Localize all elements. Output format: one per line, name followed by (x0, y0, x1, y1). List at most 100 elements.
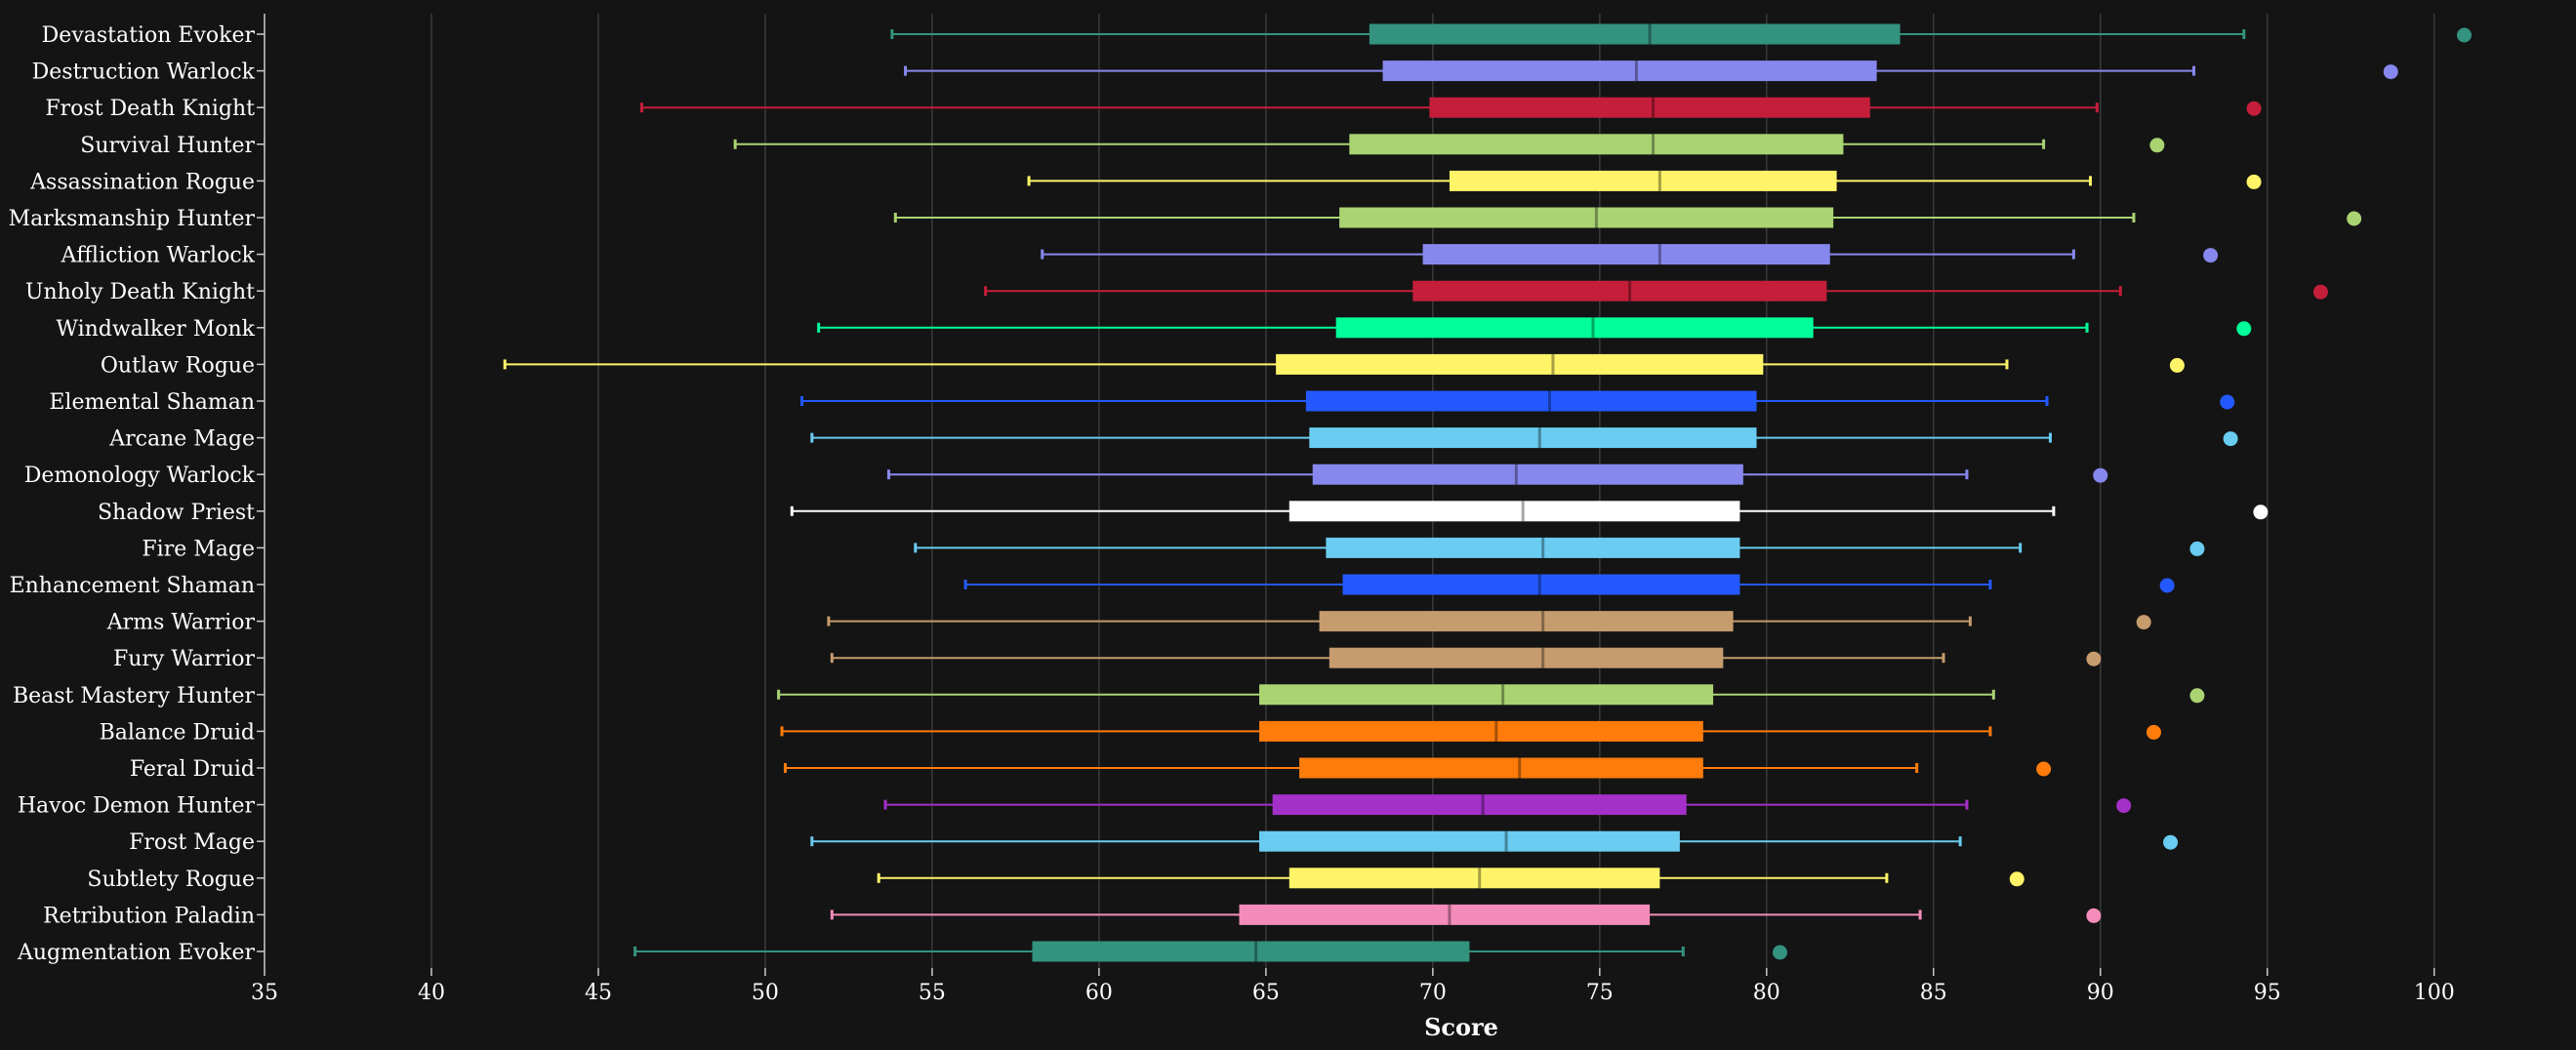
category-label-affliction-warlock: Affliction Warlock (61, 244, 256, 268)
category-label-survival-hunter: Survival Hunter (80, 134, 255, 158)
category-label-outlaw-rogue: Outlaw Rogue (101, 353, 255, 378)
outlier-point-balance-druid (2146, 724, 2161, 740)
x-tick-label-95: 95 (2254, 981, 2281, 1005)
box-subtlety-rogue (1288, 868, 1660, 889)
box-destruction-warlock (1382, 61, 1877, 82)
box-havoc-demon-hunter (1272, 794, 1687, 816)
x-tick-label-55: 55 (919, 981, 946, 1005)
outlier-point-windwalker-monk (2236, 321, 2252, 337)
box-shadow-priest (1288, 501, 1740, 522)
box-arcane-mage (1309, 427, 1757, 449)
x-tick-label-65: 65 (1252, 981, 1280, 1005)
box-frost-death-knight (1429, 97, 1870, 118)
x-tick-label-50: 50 (752, 981, 779, 1005)
box-group-retribution-paladin (830, 904, 2102, 925)
category-label-balance-druid: Balance Druid (100, 720, 255, 745)
box-group-subtlety-rogue (877, 868, 2024, 889)
category-label-windwalker-monk: Windwalker Monk (56, 317, 255, 342)
box-feral-druid (1299, 757, 1703, 779)
outlier-point-havoc-demon-hunter (2116, 798, 2132, 814)
box-assassination-rogue (1449, 170, 1837, 191)
x-tick-label-35: 35 (251, 981, 278, 1005)
box-unholy-death-knight (1412, 280, 1827, 302)
box-group-frost-death-knight (639, 97, 2262, 118)
box-group-fire-mage (914, 537, 2205, 558)
x-tick-label-90: 90 (2087, 981, 2114, 1005)
category-label-destruction-warlock: Destruction Warlock (32, 61, 256, 85)
x-axis-title: Score (1424, 1013, 1498, 1041)
x-tick-label-85: 85 (1920, 981, 1947, 1005)
category-label-marksmanship-hunter: Marksmanship Hunter (9, 207, 256, 231)
category-label-feral-druid: Feral Druid (130, 757, 255, 782)
box-group-fury-warrior (830, 647, 2102, 668)
box-group-demonology-warlock (886, 464, 2108, 485)
box-outlaw-rogue (1276, 353, 1764, 375)
category-label-assassination-rogue: Assassination Rogue (29, 170, 255, 194)
box-group-survival-hunter (733, 134, 2165, 155)
category-label-devastation-evoker: Devastation Evoker (42, 23, 256, 48)
outlier-point-marksmanship-hunter (2347, 211, 2362, 226)
category-label-unholy-death-knight: Unholy Death Knight (25, 280, 255, 304)
outlier-point-shadow-priest (2253, 505, 2269, 520)
category-label-shadow-priest: Shadow Priest (98, 501, 255, 525)
category-label-arcane-mage: Arcane Mage (108, 427, 255, 452)
box-windwalker-monk (1335, 317, 1814, 339)
outlier-point-destruction-warlock (2383, 64, 2398, 80)
box-survival-hunter (1349, 134, 1844, 155)
category-label-arms-warrior: Arms Warrior (106, 611, 256, 635)
box-layer (503, 23, 2472, 962)
box-devastation-evoker (1369, 23, 1901, 45)
box-beast-mastery-hunter (1259, 684, 1714, 706)
outlier-point-fire-mage (2189, 541, 2205, 556)
box-group-feral-druid (783, 757, 2052, 779)
x-tick-label-75: 75 (1586, 981, 1614, 1005)
box-group-unholy-death-knight (984, 280, 2328, 302)
grid-layer (430, 14, 2435, 968)
box-group-arms-warrior (827, 611, 2151, 632)
category-label-frost-death-knight: Frost Death Knight (45, 97, 255, 121)
box-fire-mage (1326, 537, 1740, 558)
box-group-elemental-shaman (800, 390, 2235, 412)
box-group-frost-mage (810, 830, 2179, 852)
box-marksmanship-hunter (1339, 207, 1834, 228)
box-demonology-warlock (1312, 464, 1743, 485)
box-enhancement-shaman (1342, 574, 1740, 595)
box-group-arcane-mage (810, 427, 2238, 449)
x-tick-label-80: 80 (1753, 981, 1780, 1005)
outlier-point-devastation-evoker (2456, 27, 2472, 43)
outlier-point-affliction-warlock (2203, 248, 2219, 263)
category-label-fury-warrior: Fury Warrior (113, 647, 256, 671)
box-affliction-warlock (1422, 244, 1830, 265)
outlier-point-subtlety-rogue (2009, 871, 2024, 887)
category-label-subtlety-rogue: Subtlety Rogue (87, 868, 255, 892)
outlier-point-assassination-rogue (2246, 174, 2262, 189)
box-augmentation-evoker (1032, 941, 1470, 962)
category-label-havoc-demon-hunter: Havoc Demon Hunter (18, 794, 256, 819)
category-label-beast-mastery-hunter: Beast Mastery Hunter (13, 684, 256, 708)
box-retribution-paladin (1239, 904, 1651, 925)
outlier-point-arcane-mage (2223, 431, 2238, 447)
outlier-point-arms-warrior (2136, 615, 2151, 630)
outlier-point-augmentation-evoker (1772, 945, 1787, 960)
category-label-frost-mage: Frost Mage (129, 830, 255, 855)
outlier-point-retribution-paladin (2086, 908, 2102, 923)
box-group-devastation-evoker (890, 23, 2472, 45)
box-elemental-shaman (1305, 390, 1757, 412)
x-tick-label-60: 60 (1085, 981, 1113, 1005)
outlier-point-frost-death-knight (2246, 101, 2262, 116)
box-balance-druid (1259, 720, 1703, 742)
outlier-point-outlaw-rogue (2169, 357, 2185, 373)
category-label-enhancement-shaman: Enhancement Shaman (10, 574, 255, 598)
outlier-point-unholy-death-knight (2312, 284, 2328, 300)
box-group-affliction-warlock (1041, 244, 2219, 265)
box-frost-mage (1259, 830, 1680, 852)
category-label-demonology-warlock: Demonology Warlock (24, 464, 256, 488)
box-group-outlaw-rogue (503, 353, 2185, 375)
box-group-havoc-demon-hunter (883, 794, 2132, 816)
box-group-marksmanship-hunter (893, 207, 2362, 228)
box-group-balance-druid (780, 720, 2161, 742)
category-label-augmentation-evoker: Augmentation Evoker (17, 941, 256, 965)
x-tick-label-45: 45 (585, 981, 612, 1005)
box-group-augmentation-evoker (634, 941, 1787, 962)
